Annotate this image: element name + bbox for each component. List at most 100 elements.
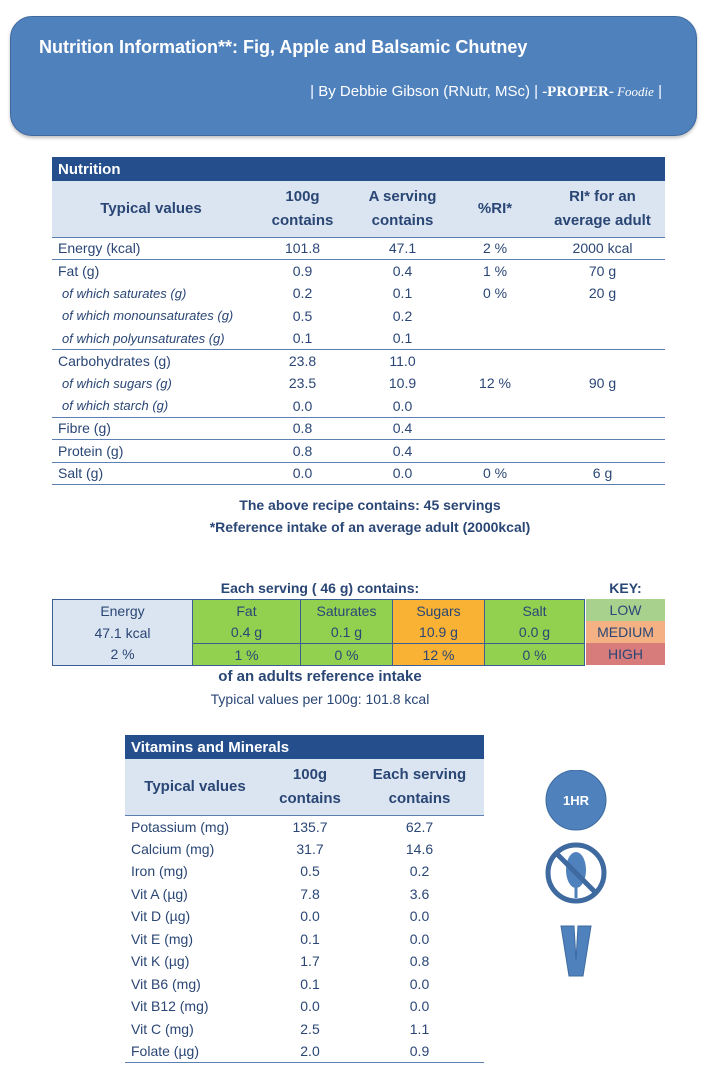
ri-adult <box>540 439 665 463</box>
per-100g: 0.0 <box>250 462 355 485</box>
per-100g: 0.0 <box>250 394 355 418</box>
vitamins-table: Vitamins and Minerals Typical values 100… <box>125 735 484 1063</box>
ri-percent <box>450 417 540 440</box>
ri-adult: 90 g <box>588 375 617 392</box>
traffic-salt-cell: 0 % <box>484 643 585 666</box>
row-label: Salt (g) <box>52 462 250 485</box>
ri-percent: 0 % <box>482 285 508 302</box>
table-row: Vit D (µg) 0.0 0.0 <box>125 905 484 928</box>
traffic-footer: of an adults reference intake <box>218 668 422 685</box>
page-title: Nutrition Information**: Fig, Apple and … <box>39 37 528 57</box>
nutrition-table: Nutrition Typical values 100g contains A… <box>52 157 665 485</box>
vegetarian-icon <box>560 925 592 977</box>
key-high: HIGH <box>586 643 665 665</box>
traffic-fat-cell: 0.4 g <box>192 621 301 644</box>
ri-percent: 1 % <box>482 263 508 279</box>
per-100g: 7.8 <box>300 885 320 902</box>
per-serving: 3.6 <box>409 885 430 902</box>
per-100g: 1.7 <box>300 953 320 970</box>
per-100g: 0.1 <box>250 327 355 350</box>
ri-percent <box>450 394 540 418</box>
vitamin-label: Vit E (mg) <box>131 930 193 947</box>
byline-end: | <box>653 83 662 100</box>
col-100g: 100g contains <box>250 181 355 238</box>
per-100g: 0.2 <box>292 285 313 302</box>
table-row: Carbohydrates (g) 23.8 11.0 <box>52 350 665 373</box>
per-100g: 0.5 <box>300 863 320 880</box>
table-row: of which saturates (g) 0.2 0.1 0 % 20 g <box>52 282 665 305</box>
ri-adult: 6 g <box>540 462 665 485</box>
per-serving: 11.0 <box>389 353 416 369</box>
table-row: Vit K (µg) 1.7 0.8 <box>125 950 484 973</box>
servings-text: The above recipe contains: 45 servings <box>239 497 501 513</box>
table-row: Vit E (mg) 0.1 0.0 <box>125 928 484 951</box>
ri-adult <box>540 327 665 350</box>
key-title: KEY: <box>609 580 642 596</box>
table-row: of which sugars (g) 23.5 10.9 12 % 90 g <box>52 372 665 395</box>
per-100g: 0.0 <box>300 908 320 925</box>
per-serving: 0.4 <box>392 263 413 279</box>
vcol-typical: Typical values <box>125 759 265 816</box>
brand-proper: -PROPER- <box>542 84 614 100</box>
traffic-energy-cell: 47.1 kcal <box>52 621 193 644</box>
row-label: Energy (kcal) <box>52 237 250 260</box>
traffic-title: Each serving ( 46 g) contains: <box>220 580 420 596</box>
traffic-fat-cell: 1 % <box>192 643 301 666</box>
traffic-saturates-cell: 0.1 g <box>300 621 393 644</box>
table-row: of which monounsaturates (g) 0.5 0.2 <box>52 305 665 328</box>
traffic-energy-cell: Energy <box>52 599 193 622</box>
vcol-100g: 100g contains <box>265 759 355 816</box>
key-medium: MEDIUM <box>586 621 665 643</box>
table-row: Vit B6 (mg) 0.1 0.0 <box>125 973 484 996</box>
per-serving: 0.0 <box>409 975 430 992</box>
per-serving: 0.9 <box>355 1040 484 1063</box>
table-row: Folate (µg) 2.0 0.9 <box>125 1040 484 1063</box>
traffic-sugars-cell: 10.9 g <box>392 621 485 644</box>
vitamin-label: Vit C (mg) <box>131 1020 194 1037</box>
per-100g: 0.0 <box>300 998 320 1015</box>
traffic-row: 47.1 kcal 0.4 g 0.1 g 10.9 g 0.0 g <box>52 621 585 644</box>
per-serving: 0.0 <box>409 930 430 947</box>
col-ri: %RI* <box>450 181 540 238</box>
traffic-salt-cell: 0.0 g <box>484 621 585 644</box>
ri-percent <box>450 327 540 350</box>
ri-percent: 0 % <box>450 462 540 485</box>
per-100g: 101.8 <box>250 237 355 260</box>
vitamin-label: Folate (µg) <box>125 1040 265 1063</box>
per-100g: 23.5 <box>288 375 317 392</box>
per-serving: 10.9 <box>388 375 417 392</box>
ri-percent <box>450 305 540 328</box>
per-100g: 0.5 <box>292 307 313 324</box>
ri-adult: 2000 kcal <box>540 237 665 260</box>
table-row: Energy (kcal) 101.8 47.1 2 % 2000 kcal <box>52 237 665 260</box>
table-row: Vit B12 (mg) 0.0 0.0 <box>125 995 484 1018</box>
row-label: of which monounsaturates (g) <box>62 308 234 324</box>
key-legend: LOW MEDIUM HIGH <box>586 599 665 665</box>
col-typical: Typical values <box>52 181 250 238</box>
ri-percent: 2 % <box>450 237 540 260</box>
table-row: Salt (g) 0.0 0.0 0 % 6 g <box>52 462 665 485</box>
vcol-serving: Each serving contains <box>355 759 484 816</box>
per-100g: 0.1 <box>300 930 320 947</box>
time-label: 1HR <box>563 793 590 808</box>
table-row: Vit A (µg) 7.8 3.6 <box>125 883 484 906</box>
table-row: Iron (mg) 0.5 0.2 <box>125 860 484 883</box>
vitamins-caption: Vitamins and Minerals <box>125 735 484 759</box>
per-serving: 0.4 <box>355 439 450 463</box>
per-serving: 0.4 <box>355 417 450 440</box>
table-row: Fibre (g) 0.8 0.4 <box>52 417 665 440</box>
per-serving: 14.6 <box>405 840 434 857</box>
per-serving: 0.0 <box>355 462 450 485</box>
per-serving: 0.0 <box>409 998 430 1015</box>
vitamin-label: Vit A (µg) <box>131 885 188 902</box>
table-row: Vit C (mg) 2.5 1.1 <box>125 1018 484 1041</box>
per-100g: 0.8 <box>250 417 355 440</box>
traffic-row: Energy Fat Saturates Sugars Salt <box>52 599 585 622</box>
row-label: of which saturates (g) <box>62 285 187 301</box>
author: | By Debbie Gibson (RNutr, MSc) | <box>310 83 543 100</box>
col-serving: A serving contains <box>355 181 450 238</box>
ri-percent: 12 % <box>479 375 511 392</box>
key-low: LOW <box>586 599 665 621</box>
traffic-light-table: Energy Fat Saturates Sugars Salt 47.1 kcal 0.4… <box>52 599 585 666</box>
per-100g: 0.9 <box>292 263 313 279</box>
